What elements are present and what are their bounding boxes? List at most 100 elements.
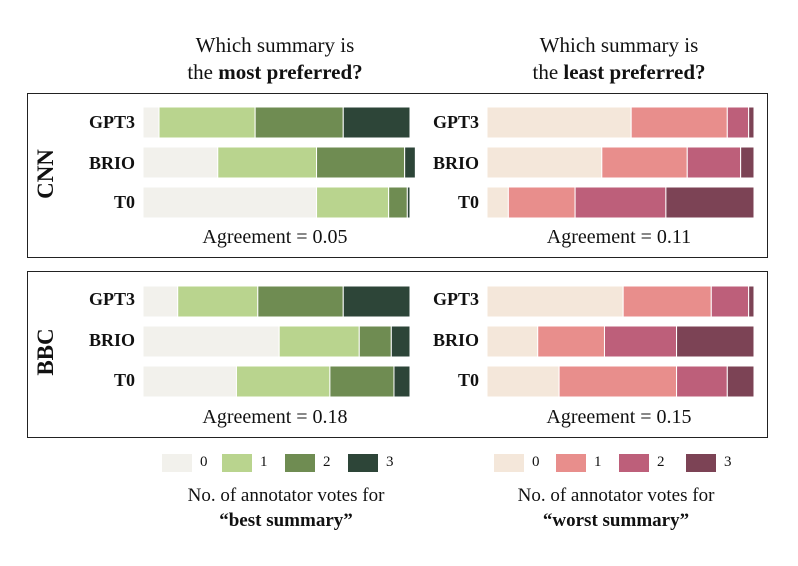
best-legend-label-2: 2: [323, 454, 331, 470]
bbc-best-bar-gpt3-votes-3: [342, 285, 411, 318]
best-legend-caption-line2: “best summary”: [136, 508, 436, 533]
worst-legend-caption-line1: No. of annotator votes for: [517, 485, 715, 506]
worst-legend-label-1: 1: [594, 454, 602, 470]
cnn-best-bar-gpt3-votes-0: [142, 106, 160, 139]
worst-legend-swatch-0: [494, 454, 524, 472]
best-title-line1: Which summary is: [195, 33, 355, 57]
cnn-best-bar-brio-votes-1: [217, 146, 318, 179]
worst-legend-label-2: 2: [657, 454, 665, 470]
worst-legend-label-3: 3: [724, 454, 732, 470]
best-legend-label-1: 1: [260, 454, 268, 470]
bbc-best-row-label-gpt3: GPT3: [88, 289, 135, 309]
bbc-best-bar-gpt3-votes-1: [177, 285, 259, 318]
cnn-worst-bar-t0-votes-2: [574, 186, 667, 219]
cnn-worst-bar-t0-votes-3: [665, 186, 755, 219]
best-legend-swatch-1: [222, 454, 252, 472]
bbc-worst-bar-t0-votes-2: [676, 365, 728, 398]
bbc-panel: [27, 271, 768, 438]
bbc-best-bar-brio-votes-0: [142, 325, 280, 358]
worst-legend-swatch-2: [619, 454, 649, 472]
cnn-worst-bar-t0-votes-0: [486, 186, 509, 219]
bbc-worst-bar-gpt3-votes-1: [622, 285, 712, 318]
worst-title-pre: the: [532, 60, 564, 84]
cnn-best-row-label-gpt3: GPT3: [88, 112, 135, 132]
cnn-worst-row-label-brio: BRIO: [432, 153, 479, 173]
bbc-best-bar-t0-votes-2: [329, 365, 395, 398]
cnn-panel: [27, 93, 768, 258]
cnn-worst-bar-gpt3-votes-3: [748, 106, 755, 139]
cnn-best-row-label-brio: BRIO: [88, 153, 135, 173]
bbc-best-bar-gpt3-votes-0: [142, 285, 179, 318]
best-title-line2: the most preferred?: [125, 59, 425, 86]
bbc-best-bar-t0-votes-1: [235, 365, 331, 398]
best-legend-caption-line1: No. of annotator votes for: [187, 485, 385, 506]
cnn-best-agreement: Agreement = 0.05: [202, 226, 348, 248]
bbc-best-bar-gpt3-votes-2: [257, 285, 344, 318]
cnn-best-bar-brio-votes-2: [316, 146, 406, 179]
bbc-best-row-label-brio: BRIO: [88, 330, 135, 350]
worst-column-title: Which summary is the least preferred?: [469, 32, 769, 86]
cnn-worst-bar-gpt3-votes-0: [486, 106, 632, 139]
cnn-best-bar-t0-votes-2: [388, 186, 408, 219]
bbc-best-bar-t0-votes-3: [393, 365, 411, 398]
best-legend-label-0: 0: [200, 454, 208, 470]
bbc-worst-bar-gpt3-votes-2: [710, 285, 750, 318]
cnn-best-bar-gpt3-votes-3: [342, 106, 411, 139]
best-legend-caption: No. of annotator votes for “best summary…: [136, 483, 436, 533]
cnn-best-bar-gpt3-votes-2: [254, 106, 344, 139]
bbc-worst-row-label-t0: T0: [457, 370, 479, 390]
cnn-worst-bar-brio-votes-2: [686, 146, 742, 179]
worst-legend-swatch-1: [556, 454, 586, 472]
bbc-worst-row-label-gpt3: GPT3: [432, 289, 479, 309]
cnn-worst-bar-brio-votes-1: [601, 146, 688, 179]
cnn-worst-bar-t0-votes-1: [507, 186, 576, 219]
bbc-worst-bar-t0-votes-1: [558, 365, 678, 398]
cnn-best-bar-gpt3-votes-1: [158, 106, 256, 139]
bbc-worst-bar-gpt3-votes-0: [486, 285, 624, 318]
cnn-worst-bar-gpt3-votes-2: [726, 106, 750, 139]
best-title-bold: most preferred?: [218, 60, 363, 84]
worst-legend-caption-line2: “worst summary”: [466, 508, 766, 533]
bbc-best-bar-brio-votes-3: [390, 325, 411, 358]
bbc-worst-agreement: Agreement = 0.15: [546, 406, 692, 428]
worst-legend-swatch-3: [686, 454, 716, 472]
worst-legend-label-0: 0: [532, 454, 540, 470]
bbc-best-bar-t0-votes-0: [142, 365, 237, 398]
worst-legend-caption: No. of annotator votes for “worst summar…: [466, 483, 766, 533]
worst-title-line2: the least preferred?: [469, 59, 769, 86]
bbc-best-agreement: Agreement = 0.18: [202, 406, 348, 428]
best-title-pre: the: [187, 60, 219, 84]
bbc-best-row-label-t0: T0: [113, 370, 135, 390]
bbc-worst-bar-brio-votes-3: [676, 325, 755, 358]
cnn-worst-bar-brio-votes-3: [740, 146, 755, 179]
bbc-worst-bar-brio-votes-2: [603, 325, 678, 358]
cnn-worst-row-label-gpt3: GPT3: [432, 112, 479, 132]
bbc-worst-bar-brio-votes-1: [537, 325, 605, 358]
best-legend-label-3: 3: [386, 454, 394, 470]
worst-legend-caption-bold: “worst summary”: [542, 510, 690, 531]
best-legend-swatch-0: [162, 454, 192, 472]
bbc-worst-bar-gpt3-votes-3: [748, 285, 755, 318]
cnn-worst-bar-brio-votes-0: [486, 146, 603, 179]
cnn-worst-agreement: Agreement = 0.11: [546, 226, 692, 248]
best-legend-swatch-3: [348, 454, 378, 472]
cnn-best-bar-t0-votes-0: [142, 186, 318, 219]
best-legend-swatch-2: [285, 454, 315, 472]
best-legend-caption-bold: “best summary”: [219, 510, 353, 531]
worst-title-line1: Which summary is: [539, 33, 699, 57]
bbc-worst-bar-brio-votes-0: [486, 325, 539, 358]
bbc-worst-bar-t0-votes-3: [726, 365, 755, 398]
cnn-best-bar-t0-votes-3: [406, 186, 411, 219]
cnn-best-row-label-t0: T0: [113, 192, 135, 212]
best-column-title: Which summary is the most preferred?: [125, 32, 425, 86]
bbc-best-bar-brio-votes-2: [358, 325, 392, 358]
cnn-best-bar-brio-votes-3: [404, 146, 416, 179]
cnn-best-bar-brio-votes-0: [142, 146, 219, 179]
cnn-best-bar-t0-votes-1: [316, 186, 390, 219]
bbc-worst-bar-t0-votes-0: [486, 365, 560, 398]
bbc-best-bar-brio-votes-1: [278, 325, 360, 358]
cnn-worst-row-label-t0: T0: [457, 192, 479, 212]
bbc-worst-row-label-brio: BRIO: [432, 330, 479, 350]
cnn-worst-bar-gpt3-votes-1: [630, 106, 728, 139]
